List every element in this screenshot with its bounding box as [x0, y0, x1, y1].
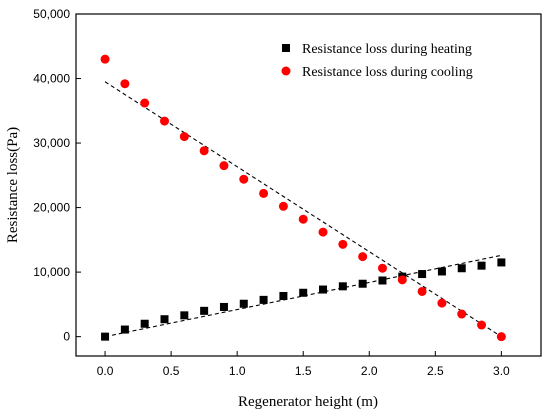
plot-frame [75, 13, 542, 357]
cooling-point [219, 161, 229, 171]
x-tick-label: 0.5 [163, 364, 180, 378]
x-tick-label: 3.0 [493, 364, 510, 378]
legend-label: Resistance loss during heating [302, 42, 472, 57]
heating-point [140, 319, 149, 328]
heating-point [418, 270, 427, 279]
x-tick-label: 2.0 [361, 364, 378, 378]
heating-point [219, 302, 228, 311]
y-axis: 0 10,000 20,000 30,000 40,000 50,000 [33, 7, 81, 344]
y-tick-label: 30,000 [33, 136, 70, 150]
heating-point [279, 291, 288, 300]
fit-line [104, 254, 502, 338]
y-tick-label: 20,000 [33, 201, 70, 215]
fit-lines [104, 81, 502, 338]
x-tick-label: 1.0 [229, 364, 246, 378]
heating-point [200, 306, 209, 315]
heating-point [437, 267, 446, 276]
cooling-point [160, 116, 170, 126]
heating-point [239, 299, 248, 308]
cooling-point [239, 174, 249, 184]
y-tick-label: 10,000 [33, 265, 70, 279]
data-markers [100, 54, 506, 342]
heating-point [338, 282, 347, 291]
legend-marker-cooling [281, 66, 291, 76]
cooling-point [278, 201, 288, 211]
cooling-point [140, 98, 150, 108]
cooling-point [338, 239, 348, 249]
x-tick-label: 1.5 [295, 364, 312, 378]
x-axis: 0.0 0.5 1.0 1.5 2.0 2.5 3.0 [97, 351, 510, 378]
heating-point [497, 258, 506, 267]
heating-point [160, 315, 169, 324]
heating-point [120, 325, 129, 334]
heating-point [259, 295, 268, 304]
heating-point [358, 279, 367, 288]
heating-point [477, 261, 486, 270]
cooling-point [199, 146, 209, 156]
cooling-point [179, 132, 189, 142]
cooling-point [120, 79, 130, 89]
heating-point [180, 311, 189, 320]
cooling-point [477, 320, 487, 330]
cooling-point [437, 298, 447, 308]
x-tick-label: 2.5 [427, 364, 444, 378]
cooling-point [377, 263, 387, 273]
heating-point [319, 285, 328, 294]
x-tick-label: 0.0 [97, 364, 114, 378]
fit-line [104, 81, 502, 338]
legend-marker-heating [282, 44, 290, 52]
heating-point [101, 332, 110, 341]
heating-point [457, 264, 466, 273]
cooling-point [457, 309, 467, 319]
legend: Resistance loss during heating Resistance… [281, 42, 473, 80]
cooling-point [318, 227, 328, 237]
legend-label: Resistance loss during cooling [302, 65, 473, 80]
cooling-point [496, 332, 506, 342]
y-tick-label: 0 [63, 330, 70, 344]
y-tick-label: 40,000 [33, 72, 70, 86]
cooling-point [259, 188, 269, 198]
x-axis-title: Regenerator height (m) [238, 394, 378, 410]
cooling-point [417, 286, 427, 296]
cooling-point [358, 252, 368, 262]
cooling-point [298, 214, 308, 224]
heating-point [378, 276, 387, 285]
cooling-point [397, 275, 407, 285]
y-tick-label: 50,000 [33, 7, 70, 21]
y-axis-title: Resistance loss(Pa) [5, 127, 21, 243]
heating-point [299, 288, 308, 297]
cooling-point [100, 54, 110, 64]
